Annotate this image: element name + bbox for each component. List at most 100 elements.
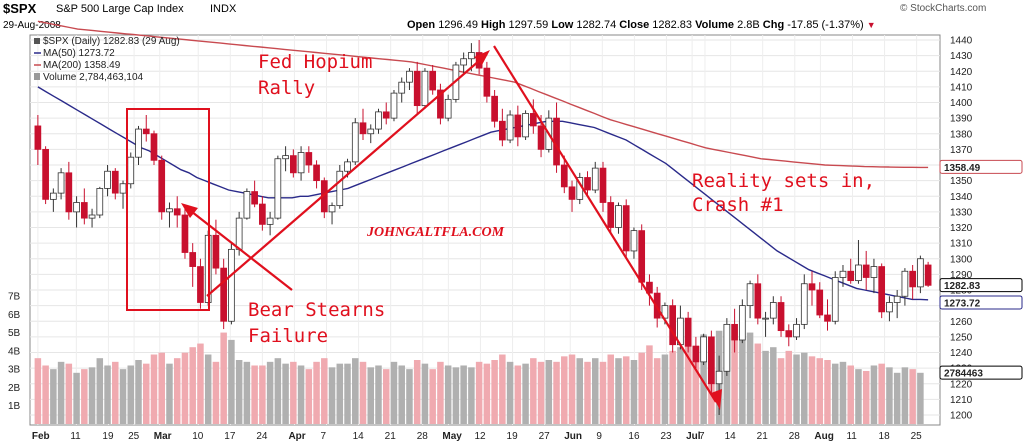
volume-bar [367,367,375,424]
candle-body [731,323,738,341]
volume-bar [893,372,901,424]
x-tick-label: 25 [911,431,923,442]
volume-bar [42,365,49,424]
candle-body [228,248,235,322]
y-tick-label: 1200 [950,411,973,422]
candle-body [839,270,847,278]
volume-bar [746,332,754,424]
y-axis-labels: 1200121012201230124012501260127012801290… [950,36,973,422]
volume-bars [34,330,924,424]
close-last-label-box [939,278,1023,293]
volume-bar [622,356,630,424]
symbol: $SPX [3,1,37,16]
x-tick-label: Mar [154,431,172,442]
x-tick-label: 25 [128,431,140,442]
volume-bar [135,360,142,424]
volume-bar [568,354,576,424]
candle-body [142,128,150,135]
source-label: © StockCharts.com [900,3,987,14]
candle-body [708,336,715,385]
y-tick-label: 1340 [950,192,973,203]
candle-body [901,270,909,297]
volume-bar [336,363,344,424]
candle-body [568,186,576,200]
y-tick-label: 1260 [950,317,973,328]
volume-bar [305,369,313,424]
candle-body [429,70,437,91]
candle-body [189,252,197,267]
volume-tick-label: 7B [8,292,21,303]
candle-body [266,217,274,225]
volume-bar [862,370,870,424]
candle-body [909,270,916,288]
volume-bar [34,358,42,424]
x-tick-label: Feb [32,431,50,442]
volume-bar [661,354,669,424]
volume-bar [777,358,785,424]
candle-body [816,289,824,316]
volume-last-label: 2784463 [944,369,983,380]
volume-bar [282,363,289,424]
candle-body [529,113,537,127]
ma200-path [37,20,929,169]
candle-body [638,230,646,283]
volume-bar [599,361,607,424]
candle-body [591,167,599,191]
volume-bar [352,358,359,424]
candle-body [793,323,800,338]
x-tick-label: 7 [699,431,705,442]
volume-bar [197,343,204,424]
volume-bar [259,365,266,424]
annotation-crash-line2: Crash #1 [692,194,784,216]
ma50-last-label: 1273.72 [944,298,981,309]
y-tick-label: 1400 [950,98,973,109]
volume-bar [437,361,444,424]
candle-body [96,188,104,216]
volume-bar [839,361,847,424]
candle-body [251,191,258,205]
candle-body [437,89,444,119]
candle-body [344,161,351,172]
volume-bar [375,365,382,424]
candle-body [607,202,615,228]
ma200-line [37,20,929,169]
candle-body [769,302,777,319]
volume-bar [561,356,568,424]
candle-body [878,266,886,313]
candle-body [73,202,80,213]
volume-bar [793,354,800,424]
x-tick-label: Jun [564,431,582,442]
volume-bar [731,339,738,424]
legend-volume-swatch [34,73,40,80]
x-tick-label: 14 [725,431,737,442]
volume-bar [630,360,638,424]
volume-bar [73,372,80,424]
volume-tick-label: 4B [8,346,21,357]
volume-bar [615,358,622,424]
x-tick-label: 24 [256,431,268,442]
annotation-rally-line1: Fed Hopium [258,51,372,73]
candle-body [746,283,754,307]
annotation-bear-line1: Bear Stearns [248,299,385,321]
annotation-bear-line2: Failure [248,325,328,347]
candle-body [158,159,166,213]
volume-bar [142,363,150,424]
chg-value: -17.85 (-1.37%) [787,19,864,31]
x-tick-label: 7 [321,431,327,442]
volume-bar [677,347,684,424]
candle-body [491,95,498,122]
volume-bar [406,369,413,424]
x-tick-label: 21 [757,431,769,442]
annotations: Fed Hopium Rally Reality sets in, Crash … [126,45,875,410]
volume-bar [127,365,135,424]
volume-bar [166,363,173,424]
candle-body [150,133,158,161]
candle-body [777,302,785,332]
legend-price: $SPX (Daily) 1282.83 (29 Aug) [43,36,180,47]
candle-body [754,283,762,319]
y-tick-label: 1320 [950,223,973,234]
candle-body [127,156,135,185]
candle-body [785,330,793,338]
x-tick-label: Aug [814,431,833,442]
candle-body [259,203,266,225]
